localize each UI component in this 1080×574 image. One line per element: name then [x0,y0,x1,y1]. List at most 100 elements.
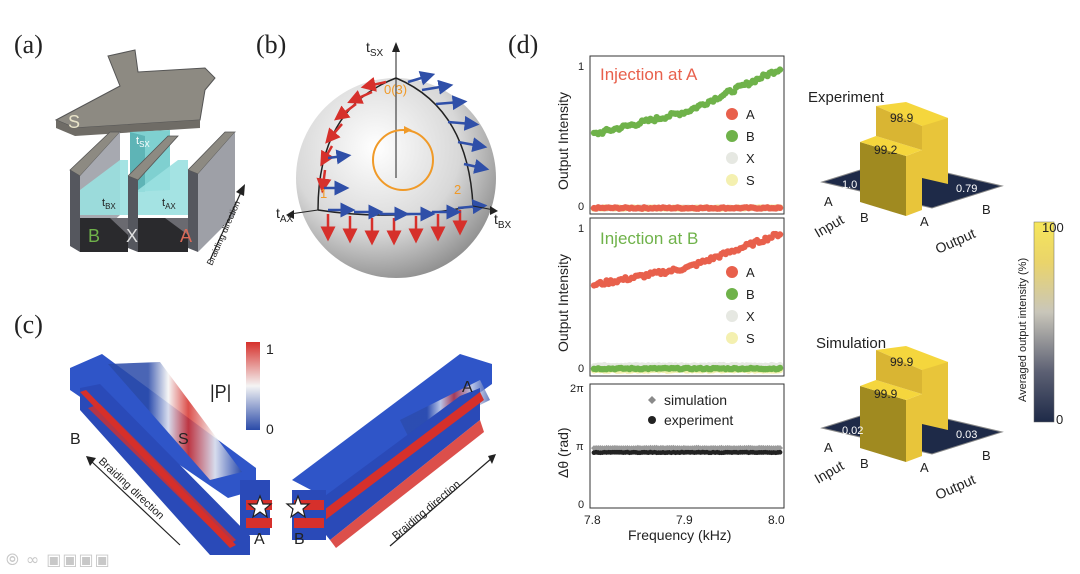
legend-mid-a: A [746,265,755,280]
legend-bottom: simulation experiment [648,392,733,428]
axis-tsx: tSX [366,39,384,59]
braiding-arrow-left-icon [86,456,96,466]
top-slab [54,49,216,129]
legend-mid: A B X S [726,265,755,346]
braiding-arrow-icon [236,184,245,196]
plot-bottom-frame [589,383,785,509]
legend-top-a: A [746,107,755,122]
bar-sim-input-b: B [860,456,869,471]
xtick-0: 7.8 [584,513,601,527]
plot-mid-title: Injection at B [600,229,698,248]
bar-exp-output-b: B [982,202,991,217]
bar-sim-ba-label: 0.02 [842,425,863,437]
panel-label-a: (a) [14,30,43,59]
plot1-b-point [776,66,784,73]
label-tsx: tSX [136,135,150,149]
panel-label-b: (b) [256,30,287,59]
panel-d-bars: Experiment 98.9 99.2 1.0 0.79 A B A B In… [808,89,1064,503]
bottom-ytick-0: 0 [578,499,584,511]
legend-exp: experiment [664,412,733,428]
label-tbx: tBX [102,197,116,211]
legend-mid-b: B [746,287,755,302]
colorbar-avg-max: 100 [1042,220,1064,235]
blue-vectors [324,70,490,222]
bar-exp-ab-label: 0.79 [956,183,977,195]
colorbar-p [246,342,260,430]
legend-top-b-marker [726,130,738,142]
label-c-a-right: A [462,379,473,396]
legend-mid-b-marker [726,288,738,300]
plot-xlabel: Frequency (kHz) [628,527,731,543]
bar-sim-output-label: Output [933,471,978,503]
bar-exp-bb-front [860,142,906,216]
plot-top-title: Injection at A [600,65,698,84]
legend-top-x-marker [726,152,738,164]
bar-exp-output-label: Output [933,225,978,257]
bar-sim-output-a: A [920,460,929,475]
legend-top-x: X [746,151,755,166]
legend-mid-s-marker [726,332,738,344]
axis-tax: tAX [276,205,294,225]
legend-sim: simulation [664,392,727,408]
legend-top-b: B [746,129,755,144]
label-a: A [180,226,192,246]
plot-top-frame [589,55,785,215]
legend-mid-x-marker [726,310,738,322]
bar-exp-aa-top [876,102,948,126]
label-c-b-right: B [294,531,305,548]
bar-sim-bb-side [906,394,922,462]
bar-exp-input-a: A [824,194,833,209]
label-c-s: S [178,431,189,448]
panel-c-fields: B S A Braiding direction 1 0 |P| B A Bra… [70,341,496,555]
panel-label-c: (c) [14,310,43,339]
top-ytick-0: 0 [578,201,584,213]
orange-loop-arrow-icon [404,126,412,134]
plot-bottom-ylabel: Δθ (rad) [555,427,571,478]
bottom-ytick-2pi: 2π [570,383,584,395]
colorbar-p-max: 1 [266,341,274,357]
bar-sim-aa-side [922,356,948,430]
legend-mid-x: X [746,309,755,324]
legend-top-s: S [746,173,755,188]
legend-mid-a-marker [726,266,738,278]
bar-sim-title: Simulation [816,335,886,352]
legend-top-a-marker [726,108,738,120]
bar-exp-title: Experiment [808,89,885,106]
legend-top-s-marker [726,174,738,186]
bar-exp-aa-label: 98.9 [890,111,914,125]
bar-exp-input-label: Input [812,211,847,240]
panel-d-plots: Injection at A Injection at B Output Int… [555,55,785,543]
bar-sim-aa-label: 99.9 [890,355,914,369]
bar-sim-bb-top [860,380,922,400]
bar-exp-bb-side [906,150,922,216]
plot-mid-ylabel: Output Intensity [555,254,571,352]
plot2-a-point [776,231,784,238]
bar-exp-bb-top [860,136,922,156]
plot1-a-point [776,204,784,212]
watermark: ⦾ ∞ ▣▣▣▣ [6,550,111,569]
star-icon-left [247,494,273,519]
label-s: S [68,112,80,132]
colorbar-avg [1033,221,1055,423]
xtick-1: 7.9 [676,513,693,527]
point-0: 0(3) [384,82,407,97]
xtick-2: 8.0 [768,513,785,527]
label-x: X [126,226,138,246]
mid-ytick-0: 0 [578,363,584,375]
label-c-a-left: A [254,531,265,548]
colorbar-p-title: |P| [210,382,231,402]
legend-top: A B X S [726,107,755,188]
label-c-b: B [70,431,81,448]
point-1: 1 [320,186,327,201]
plot-top-ylabel: Output Intensity [555,92,571,190]
colorbar-avg-title: Averaged output intensity (%) [1017,258,1029,402]
plot2-b-point [776,364,784,372]
bar-sim-input-a: A [824,440,833,455]
bar-exp-aa-side [922,112,948,184]
plot-mid-frame [589,217,785,377]
bar-exp-output-a: A [920,214,929,229]
panel-a-schematic: S tSX tBX tAX B X A Braiding direction [54,49,245,267]
bar-exp-input-b: B [860,210,869,225]
bar-exp-bb-label: 99.2 [874,143,898,157]
plot3-experiment-point [777,449,783,455]
